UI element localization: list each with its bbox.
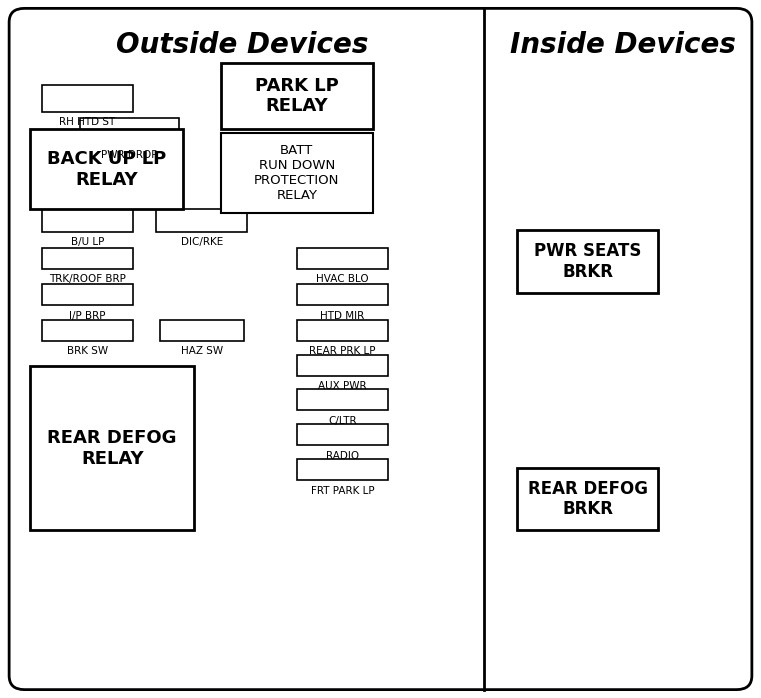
Bar — [42, 320, 133, 341]
Text: FRT PARK LP: FRT PARK LP — [310, 486, 374, 496]
Text: PARK LP
RELAY: PARK LP RELAY — [255, 77, 339, 115]
Bar — [297, 389, 388, 410]
Bar — [42, 248, 133, 269]
Bar — [156, 209, 247, 232]
Bar — [297, 284, 388, 305]
Text: DIC/RKE: DIC/RKE — [180, 237, 223, 247]
Text: HTD MIR: HTD MIR — [320, 311, 365, 320]
Text: I/P BRP: I/P BRP — [69, 311, 106, 320]
Bar — [30, 366, 194, 530]
Text: Outside Devices: Outside Devices — [116, 31, 368, 59]
Text: C/LTR: C/LTR — [328, 416, 357, 426]
Text: BRK SW: BRK SW — [67, 346, 108, 356]
Text: REAR PRK LP: REAR PRK LP — [309, 346, 376, 356]
Bar — [297, 248, 388, 269]
FancyBboxPatch shape — [9, 8, 752, 690]
Bar — [160, 320, 244, 341]
Text: RADIO: RADIO — [326, 451, 359, 461]
Text: PWR DROP: PWR DROP — [101, 150, 158, 160]
Text: RH HTD ST: RH HTD ST — [59, 117, 116, 127]
Text: PWR SEATS
BRKR: PWR SEATS BRKR — [534, 242, 642, 281]
Text: HAZ SW: HAZ SW — [180, 346, 223, 356]
Text: TRK/ROOF BRP: TRK/ROOF BRP — [49, 274, 126, 284]
Bar — [297, 459, 388, 480]
Text: Inside Devices: Inside Devices — [510, 31, 735, 59]
Text: BACK UP LP
RELAY: BACK UP LP RELAY — [47, 150, 166, 188]
Bar — [80, 118, 179, 144]
Bar — [42, 209, 133, 232]
Text: REAR DEFOG
BRKR: REAR DEFOG BRKR — [528, 480, 648, 519]
Bar — [221, 133, 373, 213]
Text: REAR DEFOG
RELAY: REAR DEFOG RELAY — [47, 429, 177, 468]
Bar — [297, 424, 388, 445]
Text: AUX PWR: AUX PWR — [318, 381, 367, 391]
Bar — [42, 85, 133, 112]
Bar — [517, 468, 658, 530]
Bar — [30, 129, 183, 209]
Text: HVAC BLO: HVAC BLO — [316, 274, 369, 284]
Text: BATT
RUN DOWN
PROTECTION
RELAY: BATT RUN DOWN PROTECTION RELAY — [254, 144, 339, 202]
Bar — [221, 63, 373, 129]
Bar — [297, 355, 388, 376]
Text: B/U LP: B/U LP — [71, 237, 104, 247]
Bar — [297, 320, 388, 341]
Bar — [42, 284, 133, 305]
Bar — [517, 230, 658, 293]
